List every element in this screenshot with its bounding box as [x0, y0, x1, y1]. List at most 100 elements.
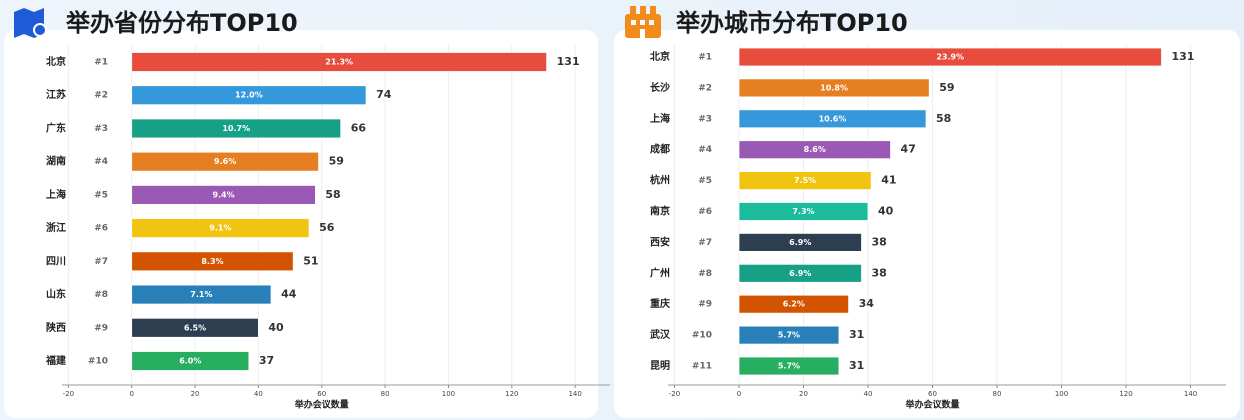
bar — [738, 140, 891, 160]
value-label: 56 — [319, 221, 335, 234]
rank-label: #1 — [698, 53, 712, 63]
category-label: 山东 — [46, 288, 66, 301]
chart-title: 举办省份分布TOP10 — [65, 9, 298, 37]
category-label: 杭州 — [650, 174, 670, 187]
value-label: 51 — [303, 254, 318, 267]
rank-label: #8 — [698, 269, 712, 279]
category-label: 重庆 — [650, 297, 670, 310]
category-label: 浙江 — [46, 221, 66, 234]
value-label: 38 — [872, 235, 887, 248]
rank-label: #11 — [692, 362, 712, 372]
percent-label: 21.3% — [325, 58, 353, 67]
bar — [131, 118, 342, 139]
percent-label: 7.5% — [794, 176, 816, 185]
value-label: 40 — [878, 205, 894, 218]
value-label: 31 — [849, 359, 864, 372]
percent-label: 6.9% — [789, 269, 811, 278]
category-label: 北京 — [650, 50, 670, 63]
rank-label: #3 — [698, 114, 712, 124]
value-label: 58 — [325, 188, 340, 201]
category-label: 长沙 — [650, 81, 670, 94]
rank-label: #1 — [94, 58, 108, 68]
rank-label: #4 — [698, 145, 712, 155]
x-tick-label: 120 — [505, 390, 518, 398]
rank-label: #10 — [88, 357, 108, 367]
value-label: 37 — [259, 354, 274, 367]
percent-label: 9.6% — [214, 157, 236, 166]
percent-label: 23.9% — [936, 53, 964, 62]
bar — [131, 85, 367, 106]
percent-label: 10.8% — [820, 83, 848, 92]
category-label: 广东 — [46, 121, 66, 134]
value-label: 44 — [281, 288, 297, 301]
category-label: 昆明 — [650, 360, 670, 372]
rank-label: #2 — [94, 91, 108, 101]
x-tick-label: 0 — [129, 390, 133, 398]
x-tick-label: 40 — [254, 390, 263, 398]
category-label: 南京 — [650, 205, 670, 218]
chart-title: 举办城市分布TOP10 — [675, 9, 908, 37]
rank-label: #5 — [94, 190, 108, 200]
percent-label: 6.0% — [179, 357, 201, 366]
value-label: 59 — [939, 81, 954, 94]
percent-label: 6.9% — [789, 238, 811, 247]
category-label: 广州 — [650, 266, 670, 279]
percent-label: 5.7% — [778, 331, 800, 340]
bar — [738, 109, 927, 129]
rank-label: #8 — [94, 290, 108, 300]
bar — [738, 171, 872, 191]
value-label: 58 — [936, 112, 951, 125]
bar — [131, 218, 310, 239]
x-axis-label: 举办会议数量 — [904, 399, 959, 411]
bar — [131, 351, 250, 371]
bar — [738, 47, 1162, 67]
value-label: 59 — [329, 155, 344, 168]
value-label: 131 — [1171, 50, 1194, 63]
category-label: 武汉 — [650, 328, 671, 341]
x-tick-label: 140 — [568, 390, 581, 398]
category-label: 北京 — [46, 55, 66, 68]
percent-label: 6.5% — [184, 323, 206, 332]
rank-label: #2 — [698, 83, 712, 93]
category-label: 江苏 — [46, 88, 66, 101]
rank-label: #7 — [698, 238, 712, 248]
value-label: 38 — [872, 266, 887, 279]
value-label: 47 — [901, 143, 916, 156]
value-label: 31 — [849, 328, 864, 341]
percent-label: 10.7% — [222, 124, 250, 133]
bar — [131, 184, 316, 205]
value-label: 66 — [351, 121, 367, 134]
bar — [131, 52, 548, 72]
x-tick-label: 80 — [381, 390, 390, 398]
percent-label: 8.3% — [201, 257, 223, 266]
percent-label: 7.1% — [190, 290, 212, 299]
bar — [131, 251, 294, 272]
percent-label: 6.2% — [783, 300, 805, 309]
bar — [738, 78, 930, 98]
x-axis-label: 举办会议数量 — [294, 399, 349, 411]
value-label: 131 — [557, 55, 580, 68]
category-label: 上海 — [46, 188, 66, 201]
x-tick-label: 120 — [1119, 390, 1132, 398]
x-tick-label: 100 — [442, 390, 455, 398]
rank-label: #6 — [698, 207, 712, 217]
percent-label: 10.6% — [819, 114, 847, 123]
value-label: 40 — [268, 321, 284, 334]
rank-label: #9 — [698, 300, 712, 310]
category-label: 四川 — [46, 255, 66, 267]
bar — [738, 263, 862, 283]
percent-label: 7.3% — [792, 207, 814, 216]
rank-label: #6 — [94, 224, 108, 234]
rank-label: #9 — [94, 323, 108, 333]
category-label: 上海 — [650, 112, 670, 125]
x-tick-label: 100 — [1055, 390, 1068, 398]
category-label: 陕西 — [46, 321, 66, 334]
bar — [738, 356, 840, 376]
x-tick-label: 80 — [993, 390, 1002, 398]
bar — [738, 294, 850, 314]
category-label: 成都 — [650, 143, 670, 156]
value-label: 74 — [376, 88, 392, 101]
percent-label: 8.6% — [804, 145, 826, 154]
